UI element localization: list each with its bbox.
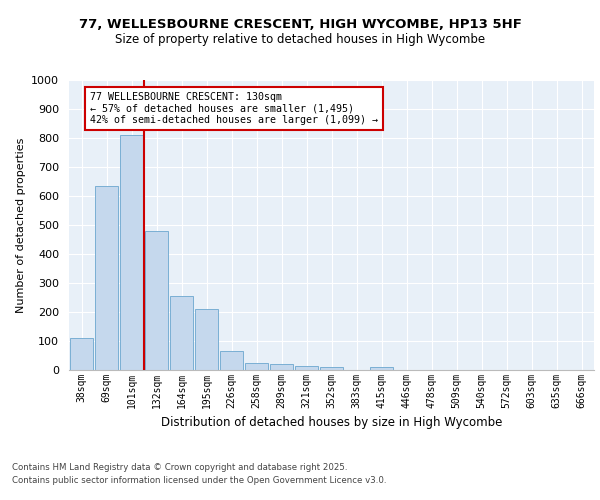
Bar — [320, 367, 343, 370]
Bar — [95, 186, 118, 370]
Bar — [220, 351, 243, 370]
Bar — [170, 296, 193, 370]
Text: 77, WELLESBOURNE CRESCENT, HIGH WYCOMBE, HP13 5HF: 77, WELLESBOURNE CRESCENT, HIGH WYCOMBE,… — [79, 18, 521, 30]
Bar — [120, 135, 143, 370]
Text: 77 WELLESBOURNE CRESCENT: 130sqm
← 57% of detached houses are smaller (1,495)
42: 77 WELLESBOURNE CRESCENT: 130sqm ← 57% o… — [90, 92, 378, 125]
Text: Size of property relative to detached houses in High Wycombe: Size of property relative to detached ho… — [115, 32, 485, 46]
Bar — [270, 364, 293, 370]
Bar — [370, 367, 393, 370]
Bar — [145, 231, 168, 370]
Text: Contains public sector information licensed under the Open Government Licence v3: Contains public sector information licen… — [12, 476, 386, 485]
Bar — [295, 366, 318, 370]
X-axis label: Distribution of detached houses by size in High Wycombe: Distribution of detached houses by size … — [161, 416, 502, 430]
Bar — [70, 338, 93, 370]
Y-axis label: Number of detached properties: Number of detached properties — [16, 138, 26, 312]
Text: Contains HM Land Registry data © Crown copyright and database right 2025.: Contains HM Land Registry data © Crown c… — [12, 462, 347, 471]
Bar — [245, 363, 268, 370]
Bar — [195, 309, 218, 370]
